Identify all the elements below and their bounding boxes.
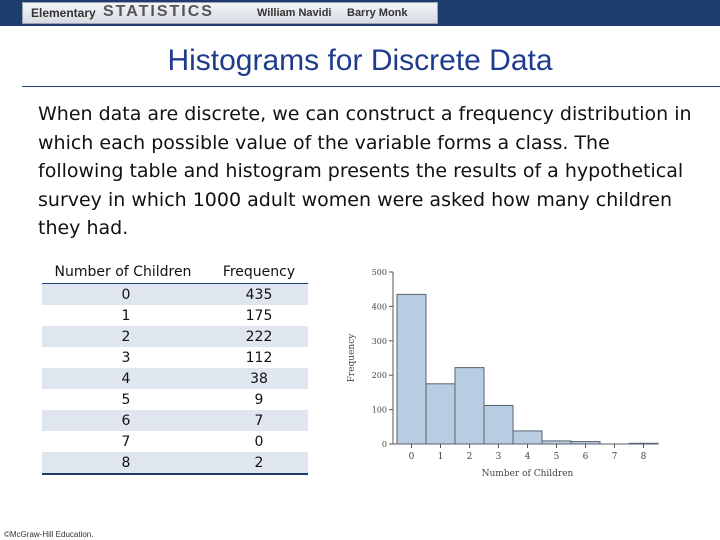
x-tick-label: 2 [467,452,473,462]
body-paragraph: When data are discrete, we can construct… [38,103,692,239]
children-cell: 5 [121,391,131,408]
histogram-bar [570,441,601,445]
histogram-chart: 0 100 200 300 400 500 0 1 2 3 4 5 6 7 8 Number of Child… [347,268,659,479]
children-cell: 4 [121,370,131,387]
x-tick-label: 5 [554,452,560,462]
histogram-bar [628,442,659,445]
frequency-cell: 7 [254,412,264,429]
frequency-cell: 175 [245,307,273,324]
x-tick-label: 0 [409,452,415,462]
table-row: 1 175 [42,305,308,326]
children-cell: 0 [42,283,210,305]
column-header: Frequency [222,264,296,280]
frequency-cell: 38 [250,370,268,387]
table-row: 4 38 [42,368,308,389]
y-tick-label: 500 [372,268,387,277]
author-name: William Navidi [257,7,332,19]
table-row: 0 435 [42,283,308,305]
frequency-cell: 222 [245,328,273,345]
y-tick-label: 300 [372,337,387,346]
histogram-bar [396,293,427,445]
children-cell: 8 [42,452,210,475]
y-tick-label: 400 [372,302,387,311]
slide-title: Histograms for Discrete Data [167,44,553,77]
children-cell: 3 [121,349,131,366]
book-banner: Elementary STATISTICS William Navidi Bar… [22,2,438,24]
table-row: 2 222 [42,326,308,347]
header-banner: Elementary STATISTICS William Navidi Bar… [0,0,720,26]
histogram-bar [541,440,572,445]
frequency-cell: 112 [245,349,273,366]
y-tick-label: 100 [372,406,387,415]
histogram-bar [512,430,543,445]
histogram-bar [483,404,514,445]
frequency-table: Number of Children Frequency 0 435 1 175 2 22… [42,261,308,475]
frequency-cell: 0 [254,433,264,450]
table-header-row: Number of Children Frequency [42,261,308,284]
y-tick-label: 0 [382,440,387,449]
frequency-cell: 2 [210,452,308,475]
table-row: 3 112 [42,347,308,368]
frequency-cell: 435 [210,283,308,305]
title-divider [22,86,720,87]
frequency-cell: 9 [254,391,264,408]
children-cell: 2 [121,328,131,345]
copyright-note: ©McGraw-Hill Education. [4,530,94,539]
x-tick-label: 8 [641,452,647,462]
table-body: 0 435 1 175 2 222 3 112 4 38 5 9 6 7 7 0 8 2 [42,283,308,475]
x-axis-label: Number of Children [482,469,574,479]
histogram-bar [425,383,456,445]
y-axis-label: Frequency [347,333,357,383]
y-tick-label: 200 [372,371,387,380]
histogram-bar [454,367,485,445]
x-tick-label: 6 [583,452,589,462]
children-cell: 7 [121,433,131,450]
x-tick-label: 7 [612,452,618,462]
x-tick-label: 4 [525,452,531,462]
book-title: STATISTICS [103,3,214,20]
x-tick-label: 3 [496,452,502,462]
column-header: Number of Children [54,264,192,280]
book-prefix: Elementary [31,6,96,20]
children-cell: 1 [121,307,131,324]
author-name: Barry Monk [347,7,408,19]
children-cell: 6 [121,412,131,429]
x-tick-label: 1 [438,452,444,462]
